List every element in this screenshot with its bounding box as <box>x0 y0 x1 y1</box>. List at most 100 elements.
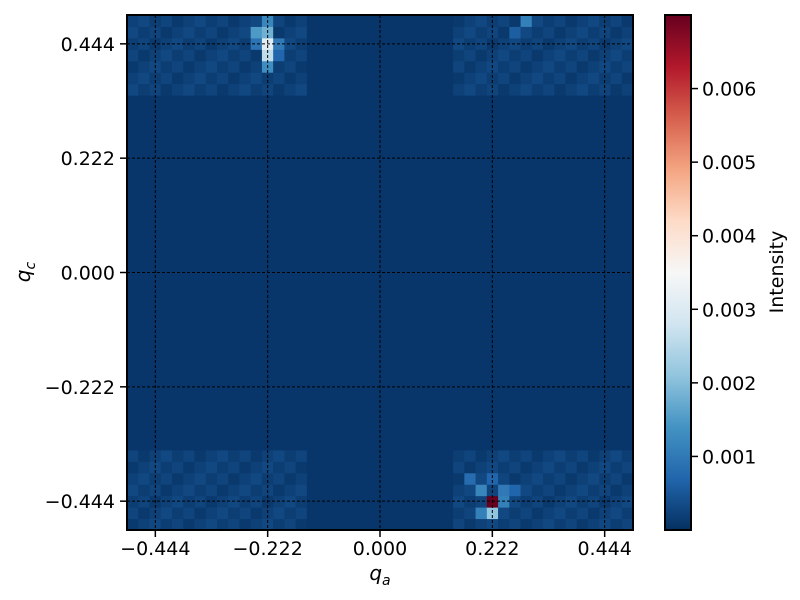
heatmap-cell <box>351 106 364 119</box>
heatmap-cell <box>430 381 443 394</box>
heatmap-cell <box>149 198 162 211</box>
heatmap-cell <box>408 209 420 222</box>
heatmap-cell <box>171 95 184 108</box>
colorbar-tick-label: 0.002 <box>702 373 756 395</box>
heatmap-cell <box>419 72 432 85</box>
heatmap-cell <box>554 198 567 211</box>
heatmap-cell <box>509 49 522 62</box>
heatmap-cell <box>363 358 375 371</box>
heatmap-cell <box>430 507 443 520</box>
heatmap-cell <box>509 438 522 451</box>
heatmap-cell <box>295 186 308 199</box>
heatmap-cell <box>576 243 589 256</box>
heatmap-cell <box>160 392 173 405</box>
heatmap-cell <box>250 106 263 119</box>
heatmap-cell <box>520 335 533 348</box>
heatmap-cell <box>138 221 150 233</box>
heatmap-cell <box>430 346 443 359</box>
heatmap-cell <box>228 106 240 119</box>
heatmap-cell <box>464 369 477 382</box>
heatmap-cell <box>171 449 184 462</box>
heatmap-cell <box>453 301 465 314</box>
heatmap-cell <box>363 175 375 188</box>
heatmap-cell <box>340 72 353 85</box>
heatmap-cell <box>576 472 589 485</box>
heatmap-cell <box>351 472 364 485</box>
heatmap-cell <box>295 438 308 451</box>
heatmap-cell <box>554 324 567 336</box>
heatmap-cell <box>441 83 454 96</box>
heatmap-cell <box>543 49 555 62</box>
heatmap-cell <box>396 95 409 108</box>
heatmap-cell <box>205 404 218 417</box>
heatmap-cell <box>351 427 364 439</box>
heatmap-cell <box>531 163 544 176</box>
heatmap-cell <box>576 49 589 62</box>
heatmap-cell <box>475 83 488 96</box>
heatmap-cell <box>576 72 589 85</box>
heatmap-cell <box>205 312 218 325</box>
heatmap-cell <box>441 186 454 199</box>
heatmap-cell <box>509 26 522 39</box>
heatmap-cell <box>160 72 173 85</box>
heatmap-cell <box>441 324 454 336</box>
heatmap-cell <box>295 461 308 474</box>
heatmap-cell <box>430 26 443 39</box>
heatmap-cell <box>205 289 218 302</box>
heatmap-cell <box>599 243 612 256</box>
heatmap-cell <box>250 461 263 474</box>
heatmap-cell <box>160 507 173 520</box>
heatmap-cell <box>531 15 544 27</box>
heatmap-cell <box>374 507 387 520</box>
heatmap-cell <box>554 83 567 96</box>
heatmap-cell <box>363 449 375 462</box>
heatmap-cell <box>396 243 409 256</box>
heatmap-cell <box>306 49 319 62</box>
heatmap-cell <box>509 266 522 279</box>
heatmap-cell <box>138 427 150 439</box>
heatmap-cell <box>261 118 274 130</box>
heatmap-cell <box>216 221 229 233</box>
heatmap-cell <box>621 507 633 520</box>
heatmap-cell <box>318 438 330 451</box>
heatmap-cell <box>396 106 409 119</box>
heatmap-cell <box>475 346 488 359</box>
heatmap-cell <box>475 358 488 371</box>
heatmap-cell <box>531 335 544 348</box>
heatmap-cell <box>464 95 477 108</box>
heatmap-cell <box>408 198 420 211</box>
heatmap-cell <box>318 472 330 485</box>
heatmap-cell <box>621 15 633 27</box>
heatmap-cell <box>273 209 285 222</box>
heatmap-cell <box>261 472 274 485</box>
heatmap-cell <box>306 518 319 530</box>
heatmap-cell <box>453 95 465 108</box>
heatmap-cell <box>554 427 567 439</box>
heatmap-cell <box>621 49 633 62</box>
heatmap-cell <box>475 198 488 211</box>
heatmap-cell <box>318 392 330 405</box>
heatmap-cell <box>486 118 499 130</box>
heatmap-cell <box>340 232 353 245</box>
heatmap-cell <box>239 427 252 439</box>
heatmap-cell <box>284 301 297 314</box>
heatmap-cell <box>171 392 184 405</box>
heatmap-cell <box>306 472 319 485</box>
heatmap-cell <box>408 335 420 348</box>
heatmap-cell <box>273 198 285 211</box>
heatmap-cell <box>216 243 229 256</box>
heatmap-cell <box>464 518 477 530</box>
heatmap-cell <box>205 243 218 256</box>
heatmap-cell <box>216 324 229 336</box>
heatmap-cell <box>351 175 364 188</box>
heatmap-cell <box>284 26 297 39</box>
heatmap-cell <box>194 243 207 256</box>
heatmap-cell <box>228 301 240 314</box>
heatmap-cell <box>509 15 522 27</box>
heatmap-cell <box>284 324 297 336</box>
heatmap-cell <box>576 106 589 119</box>
heatmap-cell <box>621 175 633 188</box>
heatmap-cell <box>318 232 330 245</box>
heatmap-cell <box>351 49 364 62</box>
heatmap-cell <box>543 404 555 417</box>
